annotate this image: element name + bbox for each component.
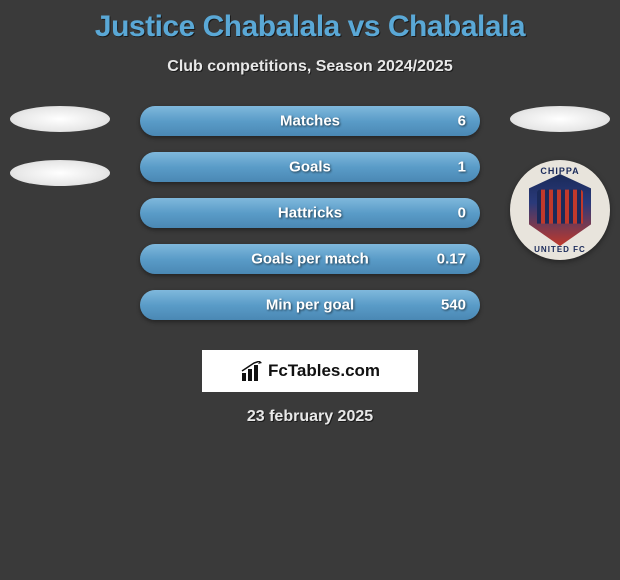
subtitle: Club competitions, Season 2024/2025: [0, 58, 620, 76]
brand-box: FcTables.com: [202, 350, 418, 392]
stat-label: Goals: [289, 159, 331, 176]
crest-text-bottom: UNITED FC: [510, 245, 610, 254]
stat-label: Min per goal: [266, 297, 354, 314]
stat-bar: Hattricks 0: [140, 198, 480, 228]
page-title: Justice Chabalala vs Chabalala: [0, 0, 620, 44]
left-player-slot: [10, 106, 110, 214]
crest-stripes-icon: [537, 190, 583, 224]
date-text: 23 february 2025: [0, 408, 620, 426]
club-crest-placeholder: [10, 160, 110, 186]
club-crest: CHIPPA UNITED FC: [510, 160, 610, 260]
player-photo-placeholder: [10, 106, 110, 132]
stat-value: 540: [441, 297, 466, 314]
bar-chart-icon: [240, 361, 264, 381]
stat-value: 0: [458, 205, 466, 222]
stat-bars: Matches 6 Goals 1 Hattricks 0 Goals per …: [140, 106, 480, 336]
stat-bar: Min per goal 540: [140, 290, 480, 320]
stat-value: 6: [458, 113, 466, 130]
stat-value: 1: [458, 159, 466, 176]
stat-value: 0.17: [437, 251, 466, 268]
stat-bar: Matches 6: [140, 106, 480, 136]
stats-chart: Matches 6 Goals 1 Hattricks 0 Goals per …: [0, 106, 620, 336]
brand-text: FcTables.com: [268, 361, 380, 381]
stat-label: Goals per match: [251, 251, 369, 268]
stat-bar: Goals per match 0.17: [140, 244, 480, 274]
stat-label: Matches: [280, 113, 340, 130]
stat-label: Hattricks: [278, 205, 342, 222]
right-player-slot: CHIPPA UNITED FC: [510, 106, 610, 260]
player-photo-placeholder: [510, 106, 610, 132]
stat-bar: Goals 1: [140, 152, 480, 182]
